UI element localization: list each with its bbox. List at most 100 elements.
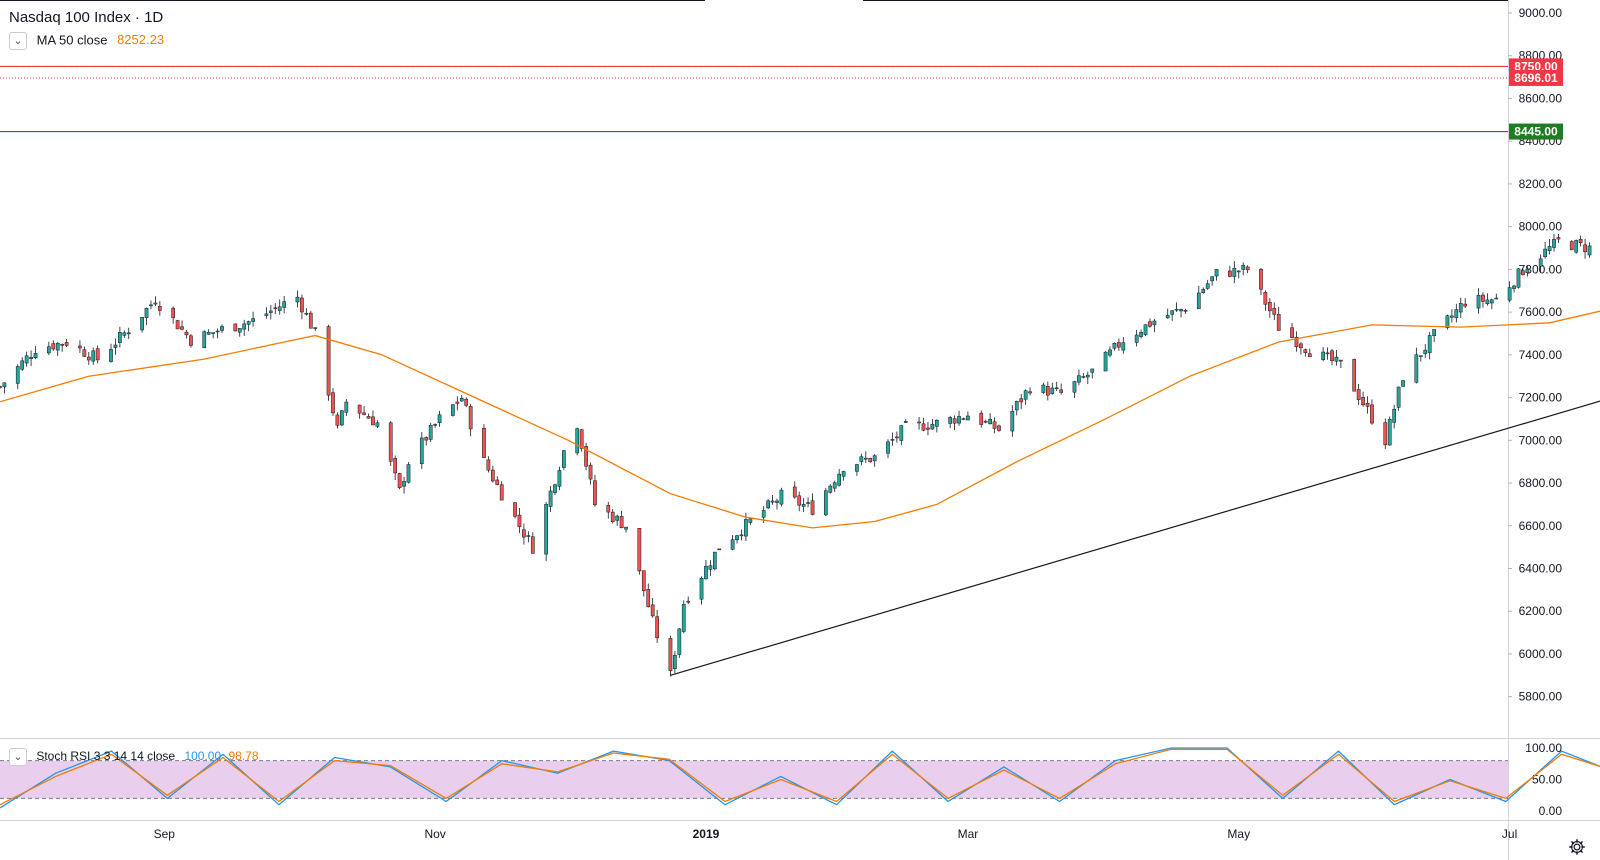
candle-body <box>668 638 673 671</box>
candle-body <box>619 516 624 529</box>
candle-body <box>1507 287 1512 301</box>
candle-body <box>24 355 29 364</box>
candle-body <box>1387 419 1392 446</box>
chevron-down-icon[interactable]: ⌄ <box>9 748 27 766</box>
candle-body <box>823 490 828 516</box>
candle-body <box>775 500 779 503</box>
candle-body <box>1205 283 1210 289</box>
candle-body <box>841 471 846 477</box>
candle-body <box>433 424 437 426</box>
candle-body <box>109 349 113 362</box>
candle-body <box>1010 410 1015 432</box>
candle-body <box>1587 245 1592 256</box>
price-tick-label: 7200.00 <box>1519 391 1563 405</box>
candle-body <box>801 503 806 507</box>
candles <box>0 233 1592 677</box>
candle-body <box>29 357 33 359</box>
candle-body <box>180 326 184 330</box>
candle-body <box>282 301 287 308</box>
candle-body <box>921 423 926 431</box>
stoch-d-line <box>0 748 1600 806</box>
candle-body <box>246 321 251 325</box>
candle-body <box>735 535 739 541</box>
candle-body <box>1214 269 1219 277</box>
trendline <box>670 400 1600 676</box>
candle-body <box>46 346 51 354</box>
candle-body <box>948 417 953 424</box>
candle-body <box>215 330 220 333</box>
candle-body <box>495 479 500 485</box>
candle-body <box>526 535 531 537</box>
candle-body <box>553 484 557 493</box>
price-tick-label: 9000.00 <box>1519 6 1563 20</box>
gear-icon[interactable] <box>1568 838 1586 856</box>
candle-body <box>1272 308 1277 315</box>
candle-body <box>268 310 273 313</box>
candle-body <box>1538 258 1543 267</box>
ma50-line <box>0 310 1600 529</box>
candle-body <box>1481 294 1485 302</box>
candle-body <box>1578 239 1583 244</box>
stoch-legend: ⌄ Stoch RSI 3 3 14 14 close 100.00 98.78 <box>9 748 259 766</box>
candle-body <box>517 514 522 527</box>
candle-body <box>730 539 735 550</box>
candle-body <box>748 518 753 523</box>
candle-body <box>1521 270 1525 276</box>
price-level-badge <box>1509 69 1563 86</box>
candle-body <box>717 548 722 551</box>
candle-body <box>300 297 304 313</box>
candle-body <box>895 436 899 439</box>
candle-body <box>1050 387 1055 394</box>
candle-body <box>1330 350 1334 362</box>
price-level-label: 8750.00 <box>1514 59 1558 73</box>
candle-body <box>402 481 406 487</box>
candle-body <box>1183 310 1188 312</box>
candle-body <box>1401 380 1405 387</box>
candle-body <box>375 422 380 427</box>
candle-body <box>1045 386 1050 396</box>
candle-body <box>126 332 131 335</box>
candle-body <box>828 485 833 493</box>
price-tick-label: 6800.00 <box>1519 476 1563 490</box>
candle-body <box>1028 391 1032 394</box>
candle-body <box>451 404 455 416</box>
candle-body <box>966 415 970 421</box>
candle-body <box>1463 303 1468 307</box>
candle-body <box>1365 403 1370 407</box>
candle-body <box>0 386 2 388</box>
candle-body <box>1423 349 1428 354</box>
candle-body <box>708 565 713 570</box>
candle-body <box>593 480 597 506</box>
candle-body <box>20 360 25 370</box>
candle-body <box>917 421 921 424</box>
candle-body <box>1014 401 1019 411</box>
candle-body <box>1321 351 1325 360</box>
candle-body <box>1108 349 1112 356</box>
candle-body <box>437 414 442 424</box>
candle-body <box>859 456 864 462</box>
candle-body <box>60 343 65 346</box>
candle-body <box>1245 266 1250 271</box>
candle-body <box>704 565 708 580</box>
price-tick-label: 7000.00 <box>1519 433 1563 447</box>
candle-body <box>832 482 837 489</box>
ma-legend-value: 8252.23 <box>117 32 165 48</box>
candle-body <box>1370 404 1374 424</box>
stoch-tick-label: 50.00 <box>1532 773 1562 787</box>
candle-body <box>393 458 398 474</box>
candle-body <box>1072 381 1077 393</box>
candle-body <box>930 423 935 430</box>
candle-body <box>761 510 766 518</box>
price-tick-label: 6400.00 <box>1519 561 1563 575</box>
candle-body <box>308 312 313 329</box>
candle-body <box>1454 309 1459 318</box>
candle-body <box>890 439 895 441</box>
candle-body <box>673 655 677 669</box>
candle-body <box>863 457 868 460</box>
price-level-label: 8445.00 <box>1514 125 1558 139</box>
candle-body <box>677 628 682 655</box>
candle-body <box>810 500 815 515</box>
chevron-down-icon[interactable]: ⌄ <box>9 32 27 50</box>
candle-body <box>144 307 149 318</box>
